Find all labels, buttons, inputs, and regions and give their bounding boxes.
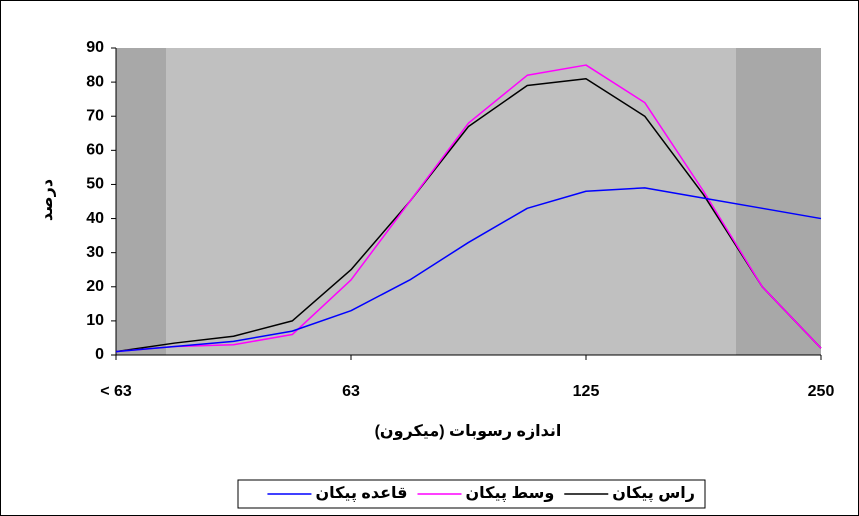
x-tick-label: 125 (573, 383, 600, 400)
y-tick-label: 50 (86, 176, 104, 193)
plot-shade (116, 48, 166, 355)
y-tick-label: 10 (86, 312, 104, 329)
series-line (115, 77, 822, 353)
x-tick-label: < 63 (100, 383, 132, 400)
series-line (115, 187, 822, 353)
y-tick-label: 60 (86, 142, 104, 159)
y-tick-label: 20 (86, 278, 104, 295)
y-axis-title: درصد (39, 179, 56, 221)
legend-label: وسط پیکان (466, 485, 555, 503)
y-tick-label: 70 (86, 107, 104, 124)
plot-shade (736, 48, 821, 355)
x-axis-title: اندازه رسوبات (میکرون) (375, 423, 562, 440)
legend-label: راس پیکان (612, 485, 695, 503)
series-line (115, 64, 822, 353)
y-tick-label: 40 (86, 210, 104, 227)
x-tick-label: 63 (342, 383, 360, 400)
legend (237, 479, 706, 509)
y-tick-label: 80 (86, 73, 104, 90)
y-tick-label: 0 (95, 346, 104, 363)
plot-area (116, 48, 821, 355)
x-tick-label: 250 (808, 383, 835, 400)
y-tick-label: 90 (86, 39, 104, 56)
y-tick-label: 30 (86, 244, 104, 261)
legend-label: قاعده پیکان (315, 485, 407, 503)
